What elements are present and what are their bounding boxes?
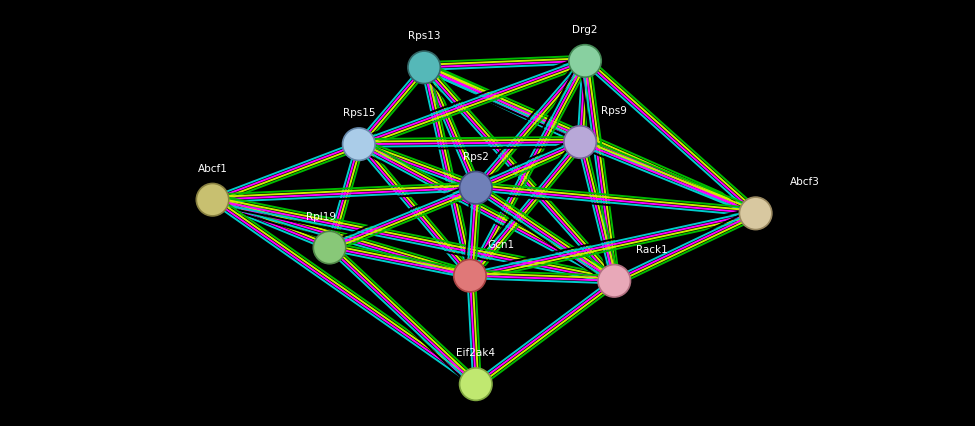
Circle shape [453, 260, 487, 292]
Circle shape [598, 265, 631, 297]
Text: Rpl19: Rpl19 [306, 211, 336, 221]
Circle shape [739, 198, 772, 230]
Text: Drg2: Drg2 [572, 25, 598, 35]
Text: Rps13: Rps13 [408, 32, 441, 41]
Circle shape [568, 46, 602, 78]
Circle shape [196, 184, 229, 216]
Text: Gcn1: Gcn1 [488, 239, 514, 249]
Text: Abcf1: Abcf1 [198, 164, 227, 173]
Text: Rps15: Rps15 [342, 108, 375, 118]
Text: Rack1: Rack1 [636, 245, 667, 254]
Circle shape [342, 129, 375, 161]
Circle shape [408, 52, 441, 84]
Circle shape [313, 232, 346, 264]
Text: Rps9: Rps9 [602, 106, 627, 116]
Circle shape [564, 127, 597, 159]
Circle shape [459, 172, 492, 204]
Text: Eif2ak4: Eif2ak4 [456, 348, 495, 357]
Text: Rps2: Rps2 [463, 152, 488, 161]
Circle shape [459, 368, 492, 400]
Text: Abcf3: Abcf3 [790, 177, 820, 187]
